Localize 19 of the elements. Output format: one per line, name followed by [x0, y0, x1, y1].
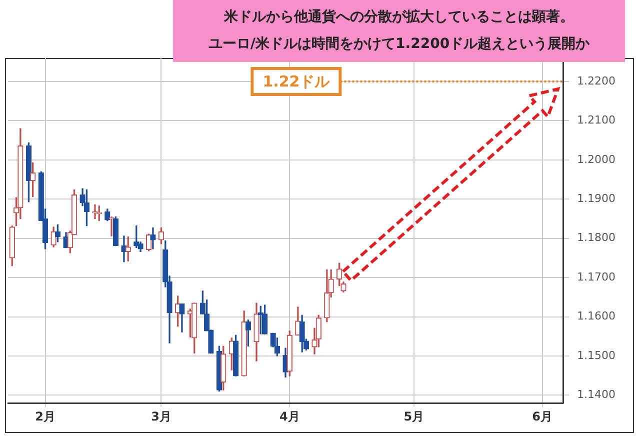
- y-tick-label: 1.2200: [577, 74, 616, 88]
- x-tick-label: 3月: [151, 409, 172, 424]
- x-tick-label: 5月: [404, 409, 424, 424]
- chart-subtitle: ユーロ/米ドルは時間をかけて1.2200ドル超えという展開か: [207, 35, 591, 54]
- ref-line-label: 1.22ドル: [262, 72, 331, 90]
- x-tick-label: 4月: [279, 409, 300, 424]
- candlestick: [121, 236, 127, 262]
- y-tick-label: 1.1800: [577, 231, 616, 244]
- y-tick-label: 1.1400: [577, 388, 616, 402]
- y-tick-label: 1.1900: [577, 192, 616, 205]
- x-tick-label: 2月: [35, 409, 56, 424]
- y-tick-label: 1.2100: [577, 114, 616, 127]
- chart-title: 米ドルから他通貨への分散が拡大していることは顕著。: [222, 8, 575, 27]
- y-tick-label: 1.1500: [577, 348, 616, 362]
- y-tick-label: 1.2000: [577, 152, 616, 166]
- y-tick-label: 1.1700: [577, 270, 616, 284]
- title-banner: 米ドルから他通貨への分散が拡大していることは顕著。 ユーロ/米ドルは時間をかけて1.2200ドル超えという展開か: [173, 0, 625, 62]
- x-tick-label: 6月: [532, 409, 552, 424]
- y-tick-label: 1.1600: [577, 310, 616, 323]
